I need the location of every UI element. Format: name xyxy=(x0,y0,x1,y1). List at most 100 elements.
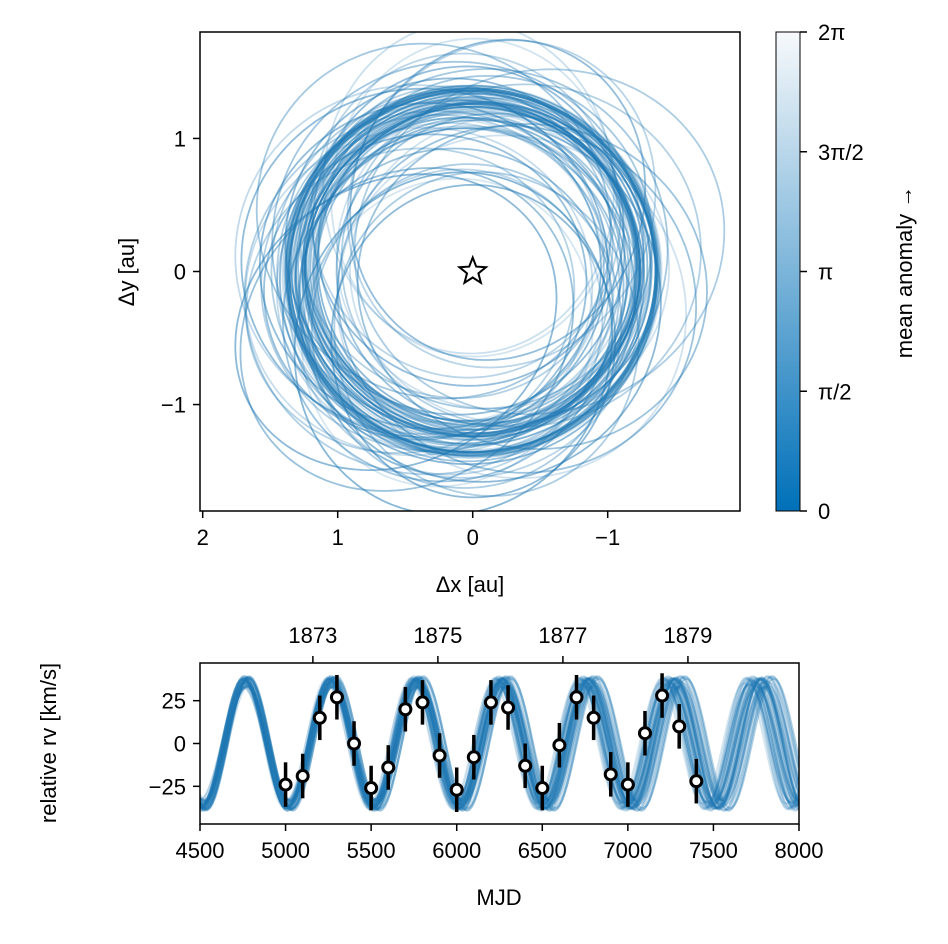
orbit-track xyxy=(286,89,661,457)
orbit-track xyxy=(278,91,658,465)
rv-data-point xyxy=(398,702,413,717)
rv-model-curve xyxy=(200,677,799,810)
rv-model-curve xyxy=(200,680,799,807)
orbit-track xyxy=(303,100,636,428)
orbit-track xyxy=(286,103,646,457)
x-tick-label: 4500 xyxy=(176,838,225,863)
orbit-track xyxy=(298,126,636,463)
orbit-x-axis: 2 1 0 −1 xyxy=(197,511,620,550)
rv-model-curve xyxy=(200,684,799,803)
rv-y-axis: 25 0 −25 xyxy=(149,689,200,799)
orbit-track xyxy=(300,95,632,422)
orbit-track xyxy=(282,84,663,459)
colorbar-tick-label: π/2 xyxy=(818,379,852,404)
orbit-track xyxy=(239,167,575,492)
rv-model-curve xyxy=(200,678,799,809)
orbit-track xyxy=(340,83,702,428)
orbit-track xyxy=(303,105,640,437)
rv-model-curve xyxy=(200,682,799,805)
colorbar-ticks: 0 π/2 π 3π/2 2π xyxy=(800,20,864,524)
rv-model-curve xyxy=(200,676,799,811)
x-tick-label: 1 xyxy=(332,525,344,550)
orbit-track xyxy=(284,86,657,454)
rv-data-point xyxy=(689,774,704,789)
colorbar-tick-label: π xyxy=(818,260,833,285)
x-tick-label: −1 xyxy=(595,525,620,550)
x-tick-label: 7000 xyxy=(603,838,652,863)
top-tick-label: 1879 xyxy=(663,623,712,648)
rv-x-axis: 4500 5000 5500 6000 6500 7000 7500 8000 xyxy=(176,824,823,863)
orbit-track xyxy=(304,93,638,423)
rv-data-point xyxy=(415,695,430,710)
orbit-track xyxy=(335,112,659,427)
rv-data-point xyxy=(347,736,362,751)
rv-data-point xyxy=(655,688,670,703)
orbit-track xyxy=(283,85,662,458)
orbit-track xyxy=(309,109,637,432)
rv-data-point xyxy=(603,767,618,782)
rv-data-point xyxy=(672,719,687,734)
orbit-track xyxy=(281,88,658,459)
x-tick-label: 0 xyxy=(467,525,479,550)
y-tick-label: 0 xyxy=(174,260,186,285)
orbit-track xyxy=(245,147,576,454)
orbit-track xyxy=(285,87,659,456)
rv-panel: 4500 5000 5500 6000 6500 7000 7500 8000 250−25 … xyxy=(36,623,823,910)
rv-model-curve xyxy=(200,682,799,805)
orbit-track xyxy=(234,173,558,472)
rv-model-curve xyxy=(200,678,799,809)
rv-data-point xyxy=(518,758,533,773)
top-tick-label: 1877 xyxy=(538,623,587,648)
orbit-track xyxy=(263,133,588,441)
orbit-track xyxy=(349,38,647,361)
orbit-track xyxy=(294,116,628,445)
rv-x-label: MJD xyxy=(476,885,521,910)
orbit-track xyxy=(299,85,614,400)
orbit-track xyxy=(346,39,657,369)
orbit-track xyxy=(288,89,658,454)
rv-data-point xyxy=(552,738,567,753)
orbit-track xyxy=(353,68,726,416)
colorbar-tick-label: 2π xyxy=(818,20,845,45)
rv-model-curve xyxy=(200,681,799,806)
rv-model-curve xyxy=(200,677,799,810)
rv-data-point xyxy=(637,726,652,741)
rv-model-curve xyxy=(200,676,799,810)
orbit-track xyxy=(258,102,602,430)
orbit-track xyxy=(288,87,657,451)
rv-model-curve xyxy=(200,682,799,805)
y-tick-label: 25 xyxy=(162,689,186,714)
orbit-track xyxy=(303,106,638,435)
rv-model-curve xyxy=(200,686,799,801)
colorbar-tick-label: 3π/2 xyxy=(818,140,864,165)
x-tick-label: 6500 xyxy=(518,838,567,863)
orbit-track xyxy=(349,115,670,424)
orbit-track xyxy=(307,106,641,435)
rv-data-point xyxy=(312,710,327,725)
orbit-track xyxy=(293,97,638,436)
orbit-track xyxy=(295,97,649,447)
rv-data-point xyxy=(329,690,344,705)
orbit-track xyxy=(255,42,612,400)
rv-data-point xyxy=(295,769,310,784)
rv-data-point xyxy=(501,700,516,715)
orbit-track xyxy=(285,87,661,457)
x-tick-label: 6000 xyxy=(432,838,481,863)
orbit-track xyxy=(301,102,644,441)
rv-data-point xyxy=(278,777,293,792)
orbit-tracks xyxy=(234,32,726,511)
orbit-track xyxy=(275,122,615,454)
orbit-track xyxy=(284,77,626,416)
rv-model-curve xyxy=(200,685,799,802)
rv-data-point xyxy=(364,781,379,796)
rv-model-curve xyxy=(200,684,799,803)
x-tick-label: 7500 xyxy=(689,838,738,863)
orbit-track xyxy=(330,183,617,499)
rv-model-curve xyxy=(200,677,799,810)
y-tick-label: −25 xyxy=(149,774,186,799)
rv-data-point xyxy=(449,782,464,797)
y-tick-label: −1 xyxy=(161,393,186,418)
rv-data-point xyxy=(586,710,601,725)
orbit-track xyxy=(304,111,623,425)
orbit-track xyxy=(290,88,649,442)
